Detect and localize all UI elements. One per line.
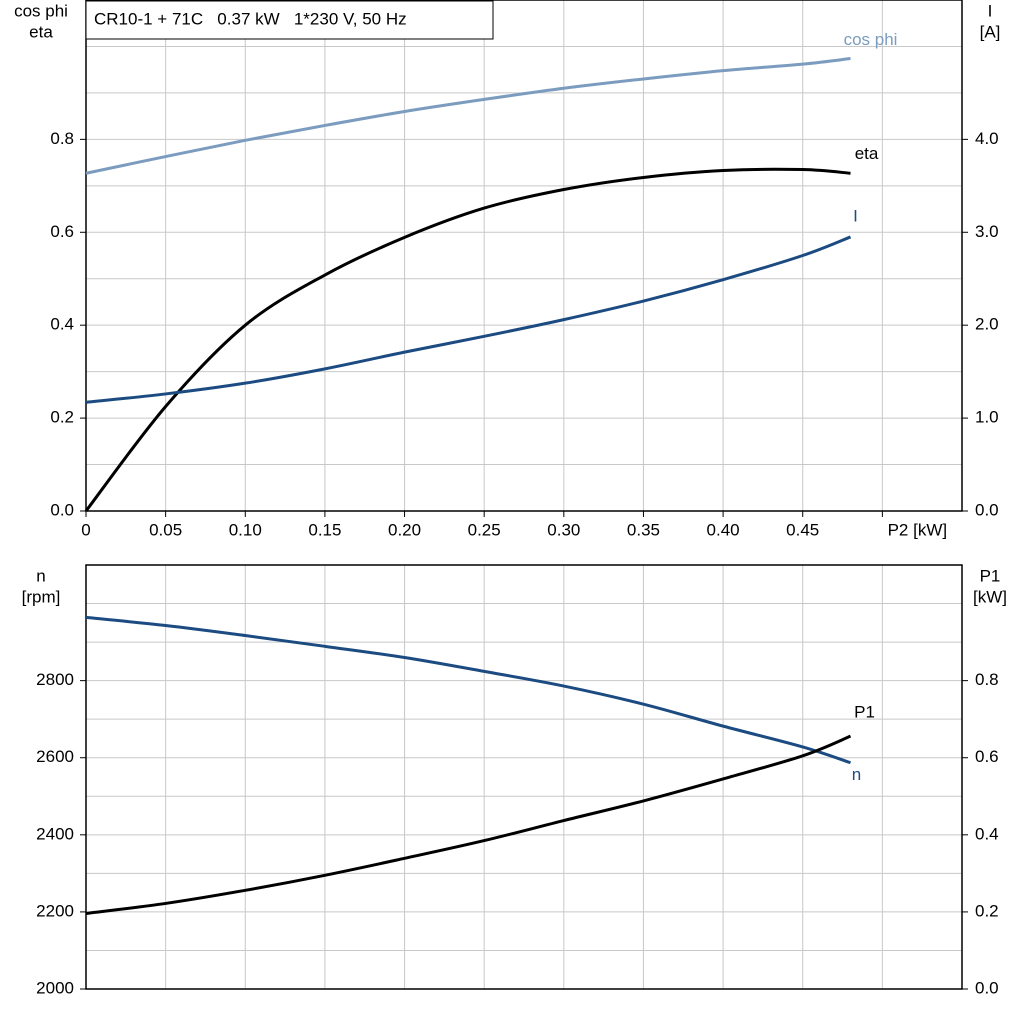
- y-tick-label: 0.0: [50, 500, 74, 519]
- series-label: I: [853, 206, 858, 225]
- y2-axis-label: P1: [980, 566, 1001, 585]
- x-tick-label: 0.40: [707, 520, 740, 539]
- y2-tick-label: 0.6: [975, 747, 999, 766]
- y-tick-label: 0.2: [50, 408, 74, 427]
- x-tick-label: 0.05: [149, 520, 182, 539]
- y2-tick-label: 0.4: [975, 824, 999, 843]
- x-tick-label: 0.45: [786, 520, 819, 539]
- series-label: n: [852, 765, 861, 784]
- y-axis-label: [rpm]: [22, 587, 61, 606]
- y-tick-label: 2200: [36, 901, 74, 920]
- plot-frame: [85, 0, 963, 512]
- x-tick-label: 0.10: [229, 520, 262, 539]
- series-line: [85, 235, 852, 404]
- y2-tick-label: 3.0: [975, 222, 999, 241]
- title-box: [85, 0, 494, 40]
- y-tick-label: 0.6: [50, 222, 74, 241]
- series-line: [84, 167, 851, 512]
- y2-tick-label: 2.0: [975, 315, 999, 334]
- x-tick-label: 0.15: [308, 520, 341, 539]
- y2-tick-label: 0.8: [975, 670, 999, 689]
- x-tick-label: 0.25: [468, 520, 501, 539]
- y-tick-label: 0.8: [50, 129, 74, 148]
- y2-tick-label: 1.0: [975, 408, 999, 427]
- y-tick-label: 2000: [36, 978, 74, 997]
- series-line: [85, 57, 851, 175]
- y2-tick-label: 0.0: [975, 500, 999, 519]
- y2-axis-label: I: [988, 1, 993, 20]
- series-label: P1: [854, 703, 875, 722]
- y-tick-label: 2800: [36, 670, 74, 689]
- y2-tick-label: 4.0: [975, 129, 999, 148]
- y-tick-label: 2400: [36, 824, 74, 843]
- x-tick-label: P2 [kW]: [888, 520, 948, 539]
- y-axis-label: eta: [29, 22, 53, 41]
- series-label: cos phi: [844, 30, 898, 49]
- y2-tick-label: 0.2: [975, 901, 999, 920]
- y-axis-label: n: [36, 566, 45, 585]
- x-tick-label: 0.20: [388, 520, 421, 539]
- chart-title: CR10-1 + 71C 0.37 kW 1*230 V, 50 Hz: [94, 9, 407, 28]
- series-line: [85, 734, 852, 915]
- y-tick-label: 0.4: [50, 315, 74, 334]
- y2-tick-label: 0.0: [975, 978, 999, 997]
- series-line: [85, 615, 851, 765]
- x-tick-label: 0: [81, 520, 90, 539]
- series-label: eta: [855, 144, 879, 163]
- y-axis-label: cos phi: [14, 1, 68, 20]
- x-tick-label: 0.35: [627, 520, 660, 539]
- y-tick-label: 2600: [36, 747, 74, 766]
- y2-axis-label: [kW]: [973, 587, 1007, 606]
- y2-axis-label: [A]: [980, 22, 1001, 41]
- x-tick-label: 0.30: [547, 520, 580, 539]
- plot-frame: [85, 564, 963, 990]
